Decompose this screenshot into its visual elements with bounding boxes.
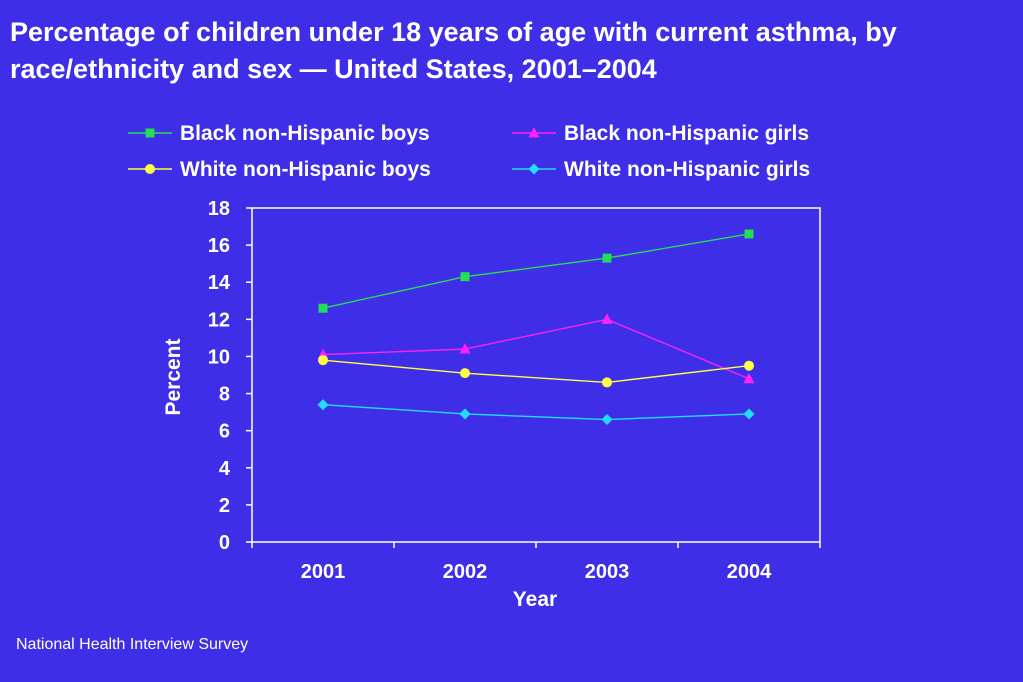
y-tick-label: 18	[208, 198, 230, 220]
x-tick-label: 2003	[585, 561, 630, 583]
chart-title: Percentage of children under 18 years of…	[10, 17, 897, 84]
data-point	[743, 408, 755, 420]
data-point	[317, 399, 329, 411]
y-tick-label: 2	[219, 495, 230, 517]
x-axis-title: Year	[513, 588, 557, 611]
legend-marker	[145, 164, 155, 174]
y-tick-label: 4	[219, 458, 231, 480]
y-tick-label: 16	[208, 235, 230, 257]
y-axis-title: Percent	[162, 338, 185, 415]
data-point	[459, 343, 471, 354]
y-tick-label: 8	[219, 384, 230, 406]
x-tick-label: 2004	[727, 561, 772, 583]
legend-label: White non-Hispanic boys	[180, 158, 431, 181]
y-tick-label: 12	[208, 309, 230, 331]
y-tick-label: 6	[219, 421, 230, 443]
legend-label: Black non-Hispanic girls	[564, 122, 809, 145]
legend-marker	[528, 163, 540, 175]
legend-label: White non-Hispanic girls	[564, 158, 810, 181]
source-note: National Health Interview Survey	[16, 636, 249, 653]
series-line	[322, 359, 750, 384]
data-point	[744, 229, 754, 239]
x-axis: 2001 2002 2003 2004	[251, 542, 821, 583]
series-line	[322, 403, 750, 421]
data-point	[743, 372, 755, 384]
y-tick-label: 0	[219, 532, 230, 554]
y-axis: 0 2 4 6 8 10 12 14 16 18	[208, 198, 252, 554]
series-3	[318, 355, 754, 388]
data-point	[459, 408, 471, 420]
series-1	[318, 229, 754, 313]
legend-item: White non-Hispanic boys	[128, 158, 431, 181]
x-tick-label: 2001	[301, 561, 346, 583]
series-line	[322, 318, 750, 380]
legend-marker	[145, 128, 155, 138]
legend-item: White non-Hispanic girls	[512, 158, 810, 181]
legend-label: Black non-Hispanic boys	[180, 122, 430, 145]
series-layer	[317, 229, 755, 426]
data-point	[744, 360, 754, 371]
data-point	[460, 272, 470, 282]
data-point	[601, 313, 613, 324]
data-point	[318, 355, 328, 366]
series-4	[317, 399, 755, 426]
legend: Black non-Hispanic boys Black non-Hispani…	[128, 122, 810, 181]
data-point	[460, 368, 470, 379]
y-tick-label: 14	[208, 272, 231, 294]
legend-marker	[528, 127, 540, 138]
legend-item: Black non-Hispanic boys	[128, 122, 430, 145]
data-point	[318, 303, 328, 313]
data-point	[602, 377, 612, 388]
data-point	[602, 253, 612, 263]
plot-area	[251, 207, 821, 543]
legend-item: Black non-Hispanic girls	[512, 122, 809, 145]
series-line	[322, 233, 750, 309]
data-point	[601, 414, 613, 426]
x-tick-label: 2002	[443, 561, 488, 583]
y-tick-label: 10	[208, 346, 230, 368]
